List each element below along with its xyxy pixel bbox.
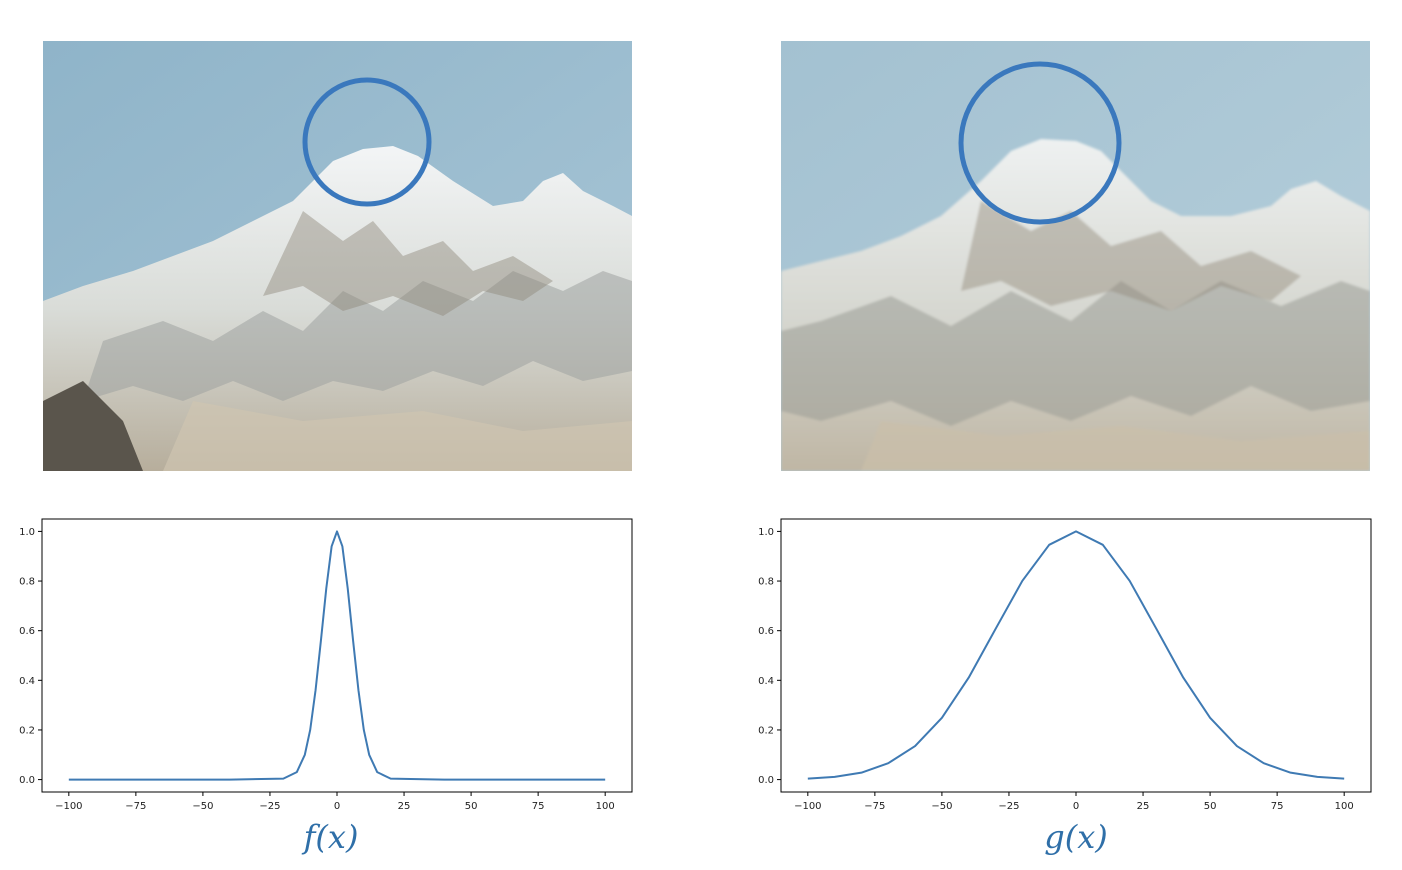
x-tick-label: 50 xyxy=(465,801,478,812)
x-tick-label: −75 xyxy=(125,801,146,812)
series-line xyxy=(68,530,606,781)
x-tick-label: −100 xyxy=(55,801,82,812)
plot-g: −100 −75 −50 −25 0 25 50 75 100 0.0 0.2 0.4 0.6 0.8 1.… xyxy=(740,505,1390,825)
y-tick-label: 1.0 xyxy=(758,527,774,538)
y-tick-label: 0.4 xyxy=(758,676,774,687)
x-tick-label: −50 xyxy=(192,801,213,812)
x-tick-label: 75 xyxy=(532,801,545,812)
x-tick-label: 50 xyxy=(1204,801,1217,812)
y-tick-label: 0.0 xyxy=(758,775,774,786)
mountain-photo-sharp xyxy=(43,41,632,471)
y-tick-label: 1.0 xyxy=(19,527,35,538)
x-tick-label: 25 xyxy=(1137,801,1150,812)
y-tick-label: 0.4 xyxy=(19,676,35,687)
x-tick-label: 0 xyxy=(1073,801,1079,812)
plot-frame xyxy=(41,518,633,793)
caption-g: g(x) xyxy=(1044,818,1108,856)
series-line xyxy=(807,530,1345,780)
x-tick-label: 100 xyxy=(596,801,615,812)
x-tick-label: 100 xyxy=(1335,801,1354,812)
y-tick-label: 0.2 xyxy=(19,725,35,736)
x-tick-label: 25 xyxy=(398,801,411,812)
plot-f: −100 −75 −50 −25 0 25 50 75 100 0.0 0.2 0.4 0.6 0.8 1.… xyxy=(0,505,650,825)
y-tick-label: 0.6 xyxy=(19,626,35,637)
x-tick-label: 0 xyxy=(334,801,340,812)
highlight-circle xyxy=(302,77,432,207)
x-tick-label: −25 xyxy=(259,801,280,812)
x-tick-label: −50 xyxy=(931,801,952,812)
caption-f: f(x) xyxy=(303,818,359,856)
y-tick-label: 0.2 xyxy=(758,725,774,736)
y-tick-label: 0.8 xyxy=(758,577,774,588)
x-tick-label: −25 xyxy=(998,801,1019,812)
y-tick-label: 0.6 xyxy=(758,626,774,637)
y-tick-label: 0.0 xyxy=(19,775,35,786)
mountain-photo-blurred xyxy=(781,41,1370,471)
x-tick-label: 75 xyxy=(1271,801,1284,812)
y-tick-label: 0.8 xyxy=(19,577,35,588)
x-tick-label: −75 xyxy=(864,801,885,812)
x-tick-label: −100 xyxy=(794,801,821,812)
highlight-circle xyxy=(958,61,1122,225)
plot-frame xyxy=(780,518,1372,793)
